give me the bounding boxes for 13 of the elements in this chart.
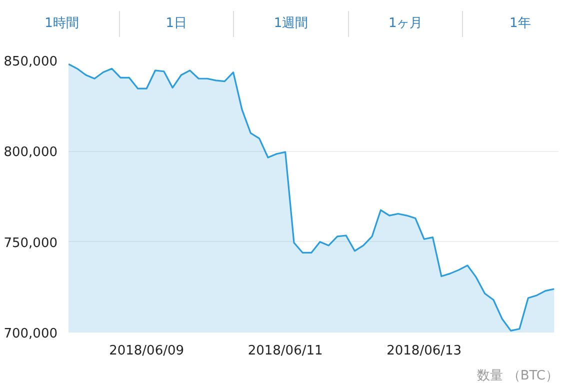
text: 1日: [118, 11, 234, 37]
text: 数量 （BTC）: [477, 368, 559, 383]
y-tick-label: 850,000: [4, 54, 58, 70]
y-tick-label: 700,000: [4, 326, 58, 342]
x-tick-label: 2018/06/13: [386, 344, 462, 358]
text: 1年: [462, 11, 572, 37]
y-tick-label: 800,000: [4, 145, 58, 160]
y-tick-label: 750,000: [4, 236, 58, 251]
x-tick-label: 2018/06/09: [109, 344, 184, 358]
text: 1ヶ月: [348, 11, 462, 37]
text: 1時間: [44, 15, 80, 33]
text: 1週間: [233, 11, 348, 37]
x-tick-label: 2018/06/11: [248, 344, 323, 358]
